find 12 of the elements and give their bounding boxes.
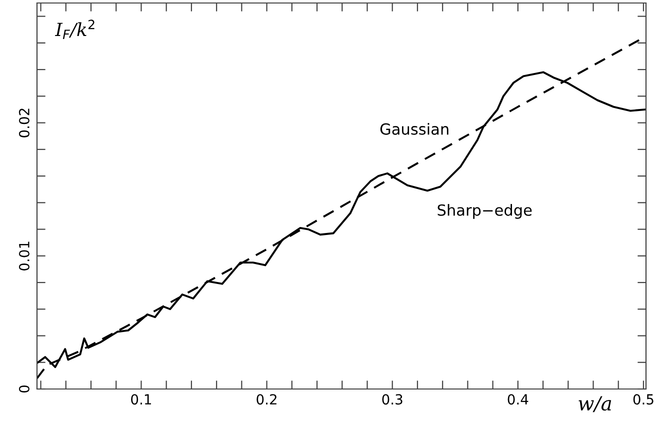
x-tick-label: 0.4 bbox=[508, 394, 528, 405]
x-tick-label: 0.3 bbox=[382, 394, 402, 405]
x-tick-label: 0.1 bbox=[131, 394, 151, 405]
y-tick-label: 0.02 bbox=[18, 108, 30, 138]
x-tick-label: 0.2 bbox=[256, 394, 276, 405]
y-tick-label: 0 bbox=[18, 386, 30, 393]
x-tick-label: 0.5 bbox=[633, 394, 654, 405]
y-axis-title: I$_{F}$/k$^{2}$ bbox=[54, 20, 94, 39]
series-label: Gaussian bbox=[380, 122, 448, 135]
series-label: Sharp−edge bbox=[438, 204, 532, 219]
y-tick-label: 0.01 bbox=[18, 242, 30, 270]
x-axis-title: w/a bbox=[578, 396, 612, 412]
